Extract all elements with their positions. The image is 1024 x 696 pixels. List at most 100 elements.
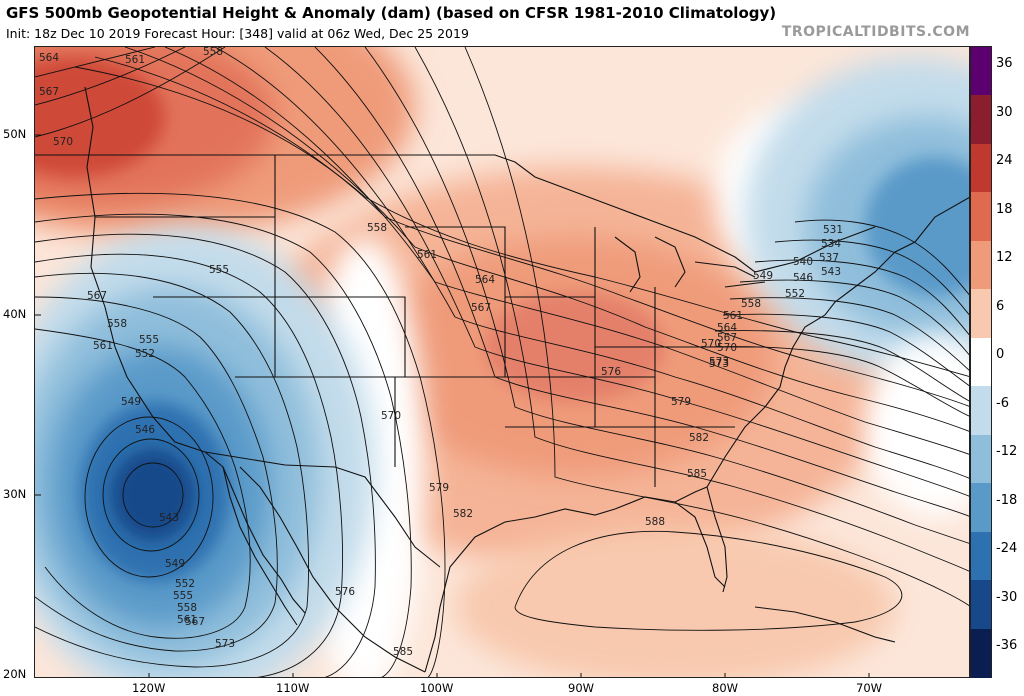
map-canvas: 564 567 570 561 558 555 552 549 546 543 … bbox=[35, 47, 969, 677]
great-lakes bbox=[614, 236, 766, 293]
contour-534 bbox=[774, 239, 969, 316]
colorbar-label: 30 bbox=[996, 104, 1013, 120]
contour-576-central bbox=[314, 47, 969, 517]
contour-label: 582 bbox=[689, 432, 709, 444]
colorbar-segment bbox=[971, 95, 991, 145]
contour-label: 549 bbox=[165, 558, 185, 570]
contour-labels: 564 567 570 561 558 555 552 549 546 543 … bbox=[39, 47, 843, 658]
lon-label-80w: 80W bbox=[712, 681, 739, 695]
contour-564-central bbox=[124, 47, 969, 432]
contour-label: 576 bbox=[601, 366, 621, 378]
contour-552 bbox=[35, 328, 251, 639]
lon-label-110w: 110W bbox=[276, 681, 310, 695]
contour-label: 570 bbox=[381, 410, 401, 422]
anomaly-colorbar bbox=[970, 46, 992, 678]
contour-558-central bbox=[74, 66, 969, 377]
anomaly-field bbox=[35, 47, 969, 677]
colorbar-label: -36 bbox=[996, 638, 1018, 653]
contour-570 bbox=[35, 192, 446, 677]
trough-anomaly-ne-core bbox=[865, 157, 969, 297]
contour-label: 579 bbox=[429, 482, 449, 494]
colorbar-label: 0 bbox=[996, 347, 1005, 362]
contour-label: 558 bbox=[177, 602, 197, 614]
contour-label: 552 bbox=[785, 288, 805, 300]
contour-label: 558 bbox=[203, 47, 223, 58]
contour-label: 564 bbox=[39, 52, 59, 64]
contour-label: 558 bbox=[741, 298, 761, 310]
colorbar-label: 18 bbox=[996, 201, 1013, 217]
contour-label: 561 bbox=[177, 614, 197, 626]
contour-label: 573 bbox=[709, 358, 729, 370]
contour-label: 552 bbox=[175, 578, 195, 590]
contour-label: 558 bbox=[367, 222, 387, 234]
contour-label: 567 bbox=[471, 302, 491, 314]
colorbar-label: -6 bbox=[996, 395, 1009, 411]
contour-546-closed bbox=[102, 438, 200, 552]
brand-watermark: TROPICALTIDBITS.COM bbox=[781, 24, 970, 40]
cuba-coast bbox=[754, 606, 896, 643]
east-coastline bbox=[706, 286, 856, 488]
colorbar-segment bbox=[971, 192, 991, 242]
lon-label-90w: 90W bbox=[568, 681, 595, 695]
geography bbox=[35, 86, 969, 673]
ridge-anomaly-nw-max bbox=[35, 57, 165, 177]
height-contours bbox=[35, 47, 969, 677]
state-line bbox=[275, 296, 406, 377]
colorbar-segment bbox=[971, 47, 991, 97]
contour-label: 561 bbox=[125, 54, 145, 66]
contour-564 bbox=[35, 233, 376, 677]
lon-label-120w: 120W bbox=[132, 681, 166, 695]
contour-label: 546 bbox=[793, 272, 813, 284]
colorbar-label: 24 bbox=[996, 153, 1013, 168]
florida-peninsula bbox=[674, 486, 728, 593]
contour-label: 585 bbox=[687, 468, 707, 480]
chart-subtitle: Init: 18z Dec 10 2019 Forecast Hour: [34… bbox=[6, 26, 469, 41]
colorbar-label: -30 bbox=[996, 589, 1018, 605]
colorbar-segment bbox=[971, 483, 991, 533]
contour-label: 564 bbox=[717, 322, 737, 334]
contour-588-closed bbox=[514, 530, 903, 631]
contour-552 bbox=[706, 346, 969, 417]
chart-title: GFS 500mb Geopotential Height & Anomaly … bbox=[6, 4, 777, 22]
colorbar-segment bbox=[971, 580, 991, 630]
contour-561 bbox=[35, 253, 343, 677]
contour-label: 567 bbox=[87, 290, 107, 302]
state-line bbox=[405, 226, 506, 377]
contour-label: 564 bbox=[475, 274, 495, 286]
colorbar-segment bbox=[971, 337, 991, 388]
ridge-anomaly-central-max bbox=[485, 292, 665, 402]
lon-label-70w: 70W bbox=[856, 681, 883, 695]
contour-582-central bbox=[414, 47, 969, 572]
contour-label: 561 bbox=[723, 310, 743, 322]
contour-label: 582 bbox=[453, 508, 473, 520]
contour-570-central bbox=[214, 47, 969, 479]
colorbar-label: -24 bbox=[996, 541, 1018, 556]
contour-label: 558 bbox=[107, 318, 127, 330]
lat-label-50n: 50N bbox=[3, 127, 27, 141]
contour-label: 585 bbox=[393, 646, 413, 658]
contour-label: 570 bbox=[717, 342, 737, 354]
colorbar-segment bbox=[971, 143, 991, 194]
contour-567-nw bbox=[35, 47, 186, 106]
contour-label: 531 bbox=[823, 224, 843, 236]
contour-567-central bbox=[164, 47, 969, 455]
contour-549 bbox=[714, 330, 969, 402]
contour-543 bbox=[729, 297, 969, 371]
colorbar-label: 6 bbox=[996, 298, 1005, 314]
colorbar-label: -18 bbox=[996, 492, 1018, 508]
contour-label: 540 bbox=[793, 256, 813, 268]
contour-label: 567 bbox=[39, 86, 59, 98]
contour-label: 549 bbox=[121, 396, 141, 408]
lon-label-100w: 100W bbox=[420, 681, 454, 695]
contour-543-closed bbox=[122, 462, 184, 528]
contour-label: 567 bbox=[717, 332, 737, 344]
contour-label: 561 bbox=[93, 340, 113, 352]
contour-label: 549 bbox=[753, 270, 773, 282]
us-mexico-border bbox=[204, 451, 441, 568]
contour-564-nw bbox=[35, 47, 156, 78]
contour-label: 573 bbox=[215, 638, 235, 650]
colorbar-label: 36 bbox=[996, 56, 1013, 71]
contour-573-central bbox=[264, 47, 969, 497]
contour-579-central bbox=[364, 47, 969, 544]
ridge-anomaly-gulf bbox=[455, 527, 895, 677]
